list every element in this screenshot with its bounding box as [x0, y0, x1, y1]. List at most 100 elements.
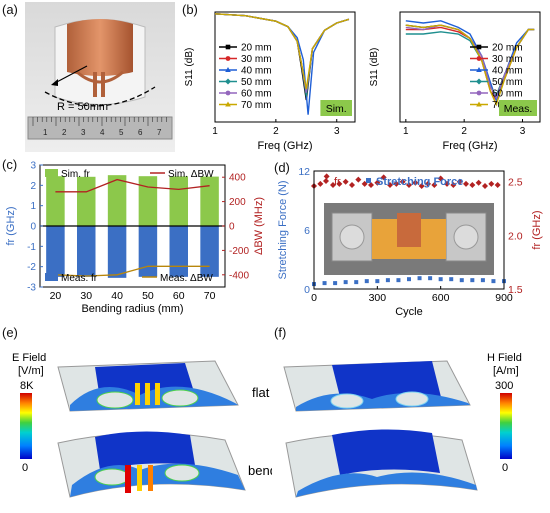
bar-meas-fr — [107, 226, 127, 278]
hfield-title: H Field — [487, 352, 522, 364]
fr-point — [456, 178, 463, 185]
hfield-colorbar — [500, 393, 512, 459]
photo-a-bent-antenna: R = 50mm 1 2 3 4 5 6 7 — [25, 2, 175, 152]
y-left-tick-label: 0 — [304, 284, 310, 296]
chart-c-bending-radius: 20 30 40 50 60 70 -3 -2 -1 0 1 2 3 -400 -200 0 200 400 fr … — [5, 161, 265, 316]
legend-entry: 30 mm — [492, 54, 523, 65]
x-tick-label: 20 — [50, 290, 62, 302]
y-right-tick-label: 200 — [229, 197, 246, 208]
legend-entry: 20 mm — [241, 43, 272, 54]
hfield-min: 0 — [502, 462, 508, 474]
bar-sim-fr — [138, 176, 158, 226]
legend-entry: fr — [334, 176, 341, 188]
efield-bending-model — [57, 431, 246, 498]
fr-point — [393, 180, 400, 187]
state-flat-label: flat — [252, 385, 270, 400]
line-sim-dbw — [55, 178, 210, 193]
bar-sim-fr — [46, 176, 65, 226]
y-left-tick-label: 3 — [30, 161, 36, 172]
y-left-tick-label: 6 — [304, 225, 310, 237]
y-right-tick-label: 0 — [229, 222, 235, 233]
x-tick-label: 3 — [334, 126, 340, 137]
ruler-number: 7 — [157, 128, 162, 137]
y-left-tick-label: -1 — [27, 242, 36, 253]
efield-colorbar — [20, 393, 32, 459]
x-tick-label: 40 — [111, 290, 123, 302]
hfield-max: 300 — [495, 380, 513, 392]
x-tick-label: 900 — [495, 292, 513, 304]
efield-max: 8K — [20, 380, 34, 392]
efield-flat-model — [57, 360, 239, 412]
x-axis-label: Freq (GHz) — [443, 140, 498, 152]
bar-meas-fr — [200, 226, 219, 277]
legend-entry: Sim. fr — [61, 169, 91, 180]
panel-label-e: (e) — [2, 325, 18, 340]
y-left-tick-label: 12 — [298, 166, 310, 178]
force-point — [470, 278, 475, 283]
fr-point — [488, 180, 495, 187]
y-left-tick-label: -2 — [27, 262, 36, 273]
fr-point — [374, 179, 381, 186]
legend-entry: 50 mm — [241, 77, 272, 88]
fr-point — [399, 178, 406, 185]
data-point — [225, 90, 231, 96]
legend-entry: 60 mm — [492, 89, 523, 100]
y-right-tick-label: -400 — [229, 270, 249, 281]
legend-entry: 50 mm — [492, 77, 523, 88]
fr-point — [463, 180, 469, 187]
fr-point — [494, 181, 501, 188]
line-meas-dbw — [55, 265, 210, 277]
legend-entry: Sim. ΔBW — [168, 169, 214, 180]
force-point — [333, 281, 338, 286]
fr-point — [444, 180, 450, 187]
plot-frame — [214, 11, 356, 123]
chart-d-cycle: 0 300 600 900 0 6 12 1.5 2.0 2.5 Stretching Force … — [277, 166, 543, 318]
y-right-tick-label: -200 — [229, 246, 249, 257]
fr-point — [330, 181, 336, 188]
data-point — [225, 44, 231, 50]
legend-entry: Stretching Force — [376, 176, 463, 188]
fr-point — [425, 180, 431, 187]
x-tick-label: 1 — [403, 126, 409, 137]
force-point — [396, 278, 401, 283]
ruler-number: 6 — [138, 128, 143, 137]
legend-entry: 70 mm — [241, 100, 272, 111]
series-line — [214, 13, 350, 97]
fr-point — [469, 181, 476, 188]
data-point — [476, 67, 482, 72]
fr-point — [380, 174, 387, 181]
bar-sim-fr — [169, 176, 188, 226]
force-point — [480, 278, 485, 283]
x-tick-label: 2 — [273, 126, 279, 137]
x-tick-label: 60 — [173, 290, 185, 302]
panel-label-d: (d) — [274, 160, 290, 175]
fr-point — [418, 183, 425, 190]
data-point — [476, 90, 482, 96]
force-point — [354, 280, 359, 285]
series-line — [214, 13, 350, 101]
series-line — [214, 13, 350, 90]
force-point — [428, 276, 433, 281]
fr-point — [431, 181, 438, 188]
efield-title: E Field — [12, 352, 46, 364]
fr-point — [336, 180, 343, 187]
efield-min: 0 — [22, 462, 28, 474]
force-point — [491, 279, 496, 284]
badge-bg — [320, 100, 352, 116]
legend-entry: 20 mm — [492, 43, 523, 54]
data-point — [225, 67, 231, 72]
plot-frame — [313, 170, 505, 290]
series-line — [405, 24, 535, 107]
x-tick-label: 50 — [142, 290, 154, 302]
force-point — [375, 279, 380, 284]
y-right-tick-label: 400 — [229, 173, 246, 184]
badge-label: Sim. — [326, 103, 347, 115]
force-point — [385, 278, 390, 283]
y-axis-label: S11 (dB) — [184, 48, 195, 87]
force-point — [343, 280, 348, 285]
y-right-axis-label: fr (GHz) — [531, 210, 543, 249]
fr-point — [387, 181, 393, 188]
ruler-ticks: 1 2 3 4 5 6 7 — [32, 117, 167, 137]
legend-entry: 30 mm — [241, 54, 272, 65]
